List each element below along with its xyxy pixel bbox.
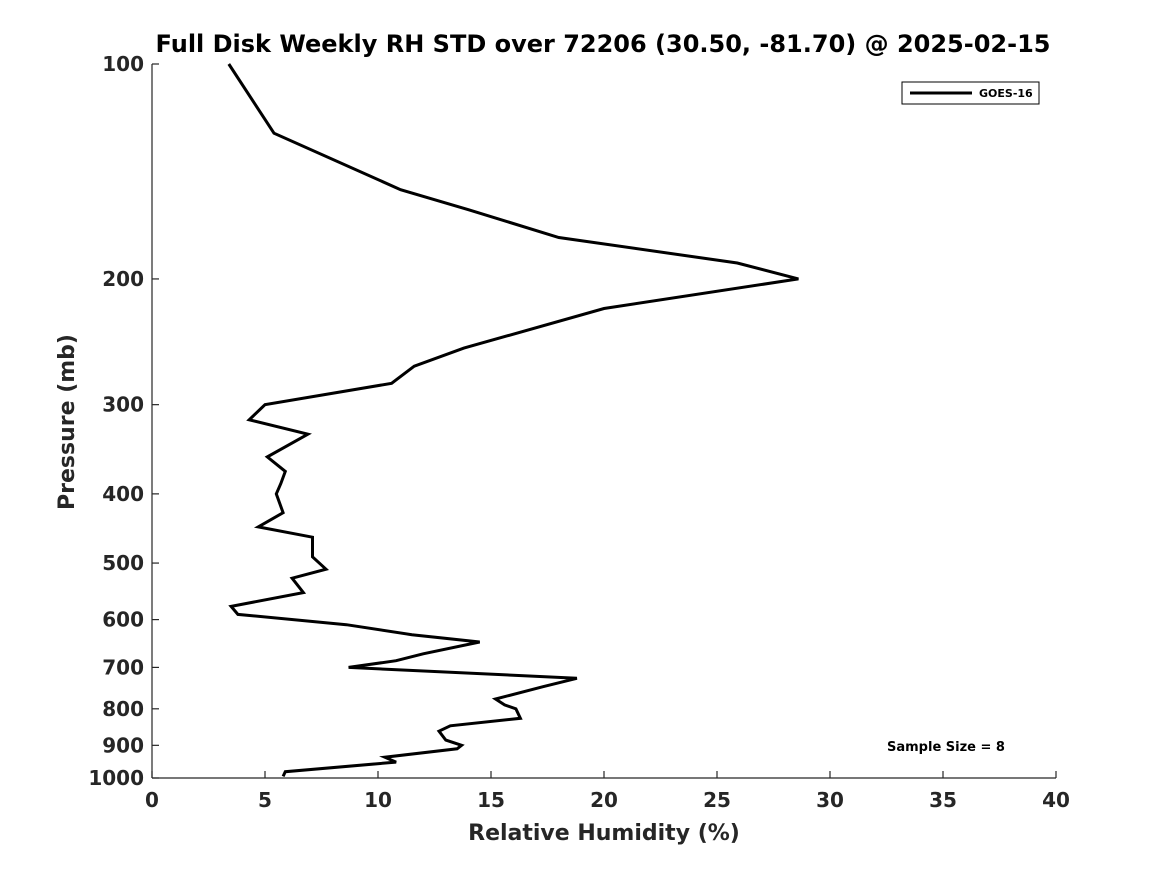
x-tick-label: 35 <box>929 788 957 812</box>
series-layer <box>227 63 799 778</box>
y-tick-label: 1000 <box>88 766 144 790</box>
x-tick-label: 10 <box>364 788 392 812</box>
y-axis-label: Pressure (mb) <box>55 334 80 510</box>
y-tick-label: 400 <box>102 482 144 506</box>
y-tick-label: 600 <box>102 608 144 632</box>
legend-label-goes16: GOES-16 <box>979 87 1033 100</box>
y-tick-label: 900 <box>102 733 144 757</box>
x-tick-label: 25 <box>703 788 731 812</box>
legend: GOES-16 <box>901 81 1040 105</box>
plot-area: 0 5 10 15 20 25 30 35 40 100 200 300 400 500 600 700 80… <box>88 52 1070 812</box>
y-tick-label: 300 <box>102 393 144 417</box>
x-tick-label: 5 <box>258 788 272 812</box>
y-tick-label: 500 <box>102 551 144 575</box>
y-tick-label: 800 <box>102 697 144 721</box>
x-tick-label: 20 <box>590 788 618 812</box>
x-axis-label: Relative Humidity (%) <box>468 821 740 846</box>
x-tick-label: 40 <box>1042 788 1070 812</box>
y-tick-label: 200 <box>102 267 144 291</box>
x-tick-label: 30 <box>816 788 844 812</box>
x-tick-label: 0 <box>145 788 159 812</box>
x-tick-label: 15 <box>477 788 505 812</box>
sample-size-annotation: Sample Size = 8 <box>887 740 1005 755</box>
y-axis-ticks: 100 200 300 400 500 600 700 800 900 1000 <box>88 52 159 790</box>
y-tick-label: 700 <box>102 655 144 679</box>
y-tick-label: 100 <box>102 52 144 76</box>
chart-title: Full Disk Weekly RH STD over 72206 (30.5… <box>156 30 1051 58</box>
series-line-goes16 <box>227 63 799 778</box>
x-axis-ticks: 0 5 10 15 20 25 30 35 40 <box>145 771 1070 812</box>
